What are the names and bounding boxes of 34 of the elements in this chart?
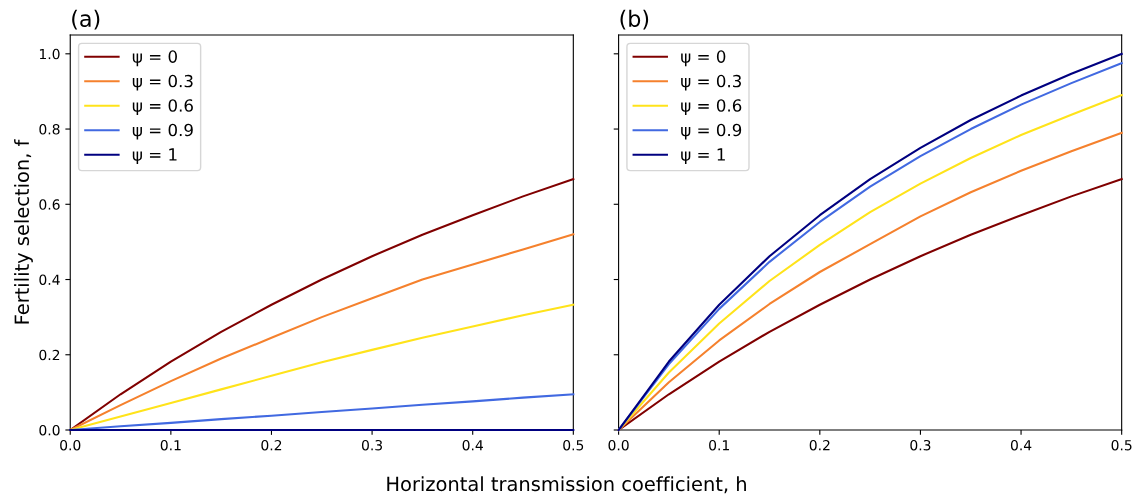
- legend-label: ψ = 0: [132, 50, 177, 67]
- x-tick-label: 0.2: [261, 439, 282, 451]
- legend-label: ψ = 0.9: [132, 123, 193, 140]
- legend-label: ψ = 1: [681, 148, 725, 164]
- x-tick-label: 0.0: [608, 439, 629, 451]
- legend-label: ψ = 0: [681, 50, 726, 67]
- y-tick-label: 0.2: [39, 349, 60, 361]
- x-tick-label: 0.4: [1010, 439, 1032, 451]
- x-tick-label: 0.2: [809, 439, 830, 451]
- x-tick-label: 0.5: [563, 439, 584, 451]
- x-tick-label: 0.0: [60, 439, 81, 451]
- x-tick-label: 0.3: [361, 439, 383, 451]
- x-axis-title: Horizontal transmission coefficient, h: [387, 476, 746, 494]
- x-tick-label: 0.1: [160, 439, 181, 451]
- y-tick-label: 0.0: [39, 424, 60, 436]
- y-tick-label: 0.8: [39, 124, 60, 135]
- legend-label: ψ = 0.6: [681, 99, 742, 116]
- x-tick-label: 0.5: [1111, 439, 1132, 451]
- legend-label: ψ = 0.3: [681, 74, 741, 91]
- chart-title: (b): [620, 9, 649, 30]
- line-series: [69, 303, 575, 432]
- chart-title: (a): [72, 9, 100, 30]
- y-tick-label: 0.4: [39, 274, 60, 285]
- y-tick-label: 1.0: [39, 48, 60, 60]
- x-tick-label: 0.1: [709, 439, 729, 451]
- legend-label: ψ = 0.6: [132, 99, 193, 116]
- y-tick-label: 0.6: [39, 199, 60, 210]
- legend-label: ψ = 0.9: [681, 123, 742, 140]
- y-axis-title: Fertility selection, f: [14, 139, 33, 324]
- line-series: [69, 233, 575, 432]
- legend-label: ψ = 1: [132, 148, 177, 164]
- x-tick-label: 0.3: [910, 439, 931, 451]
- x-tick-label: 0.4: [462, 439, 483, 451]
- legend-label: ψ = 0.3: [132, 74, 193, 91]
